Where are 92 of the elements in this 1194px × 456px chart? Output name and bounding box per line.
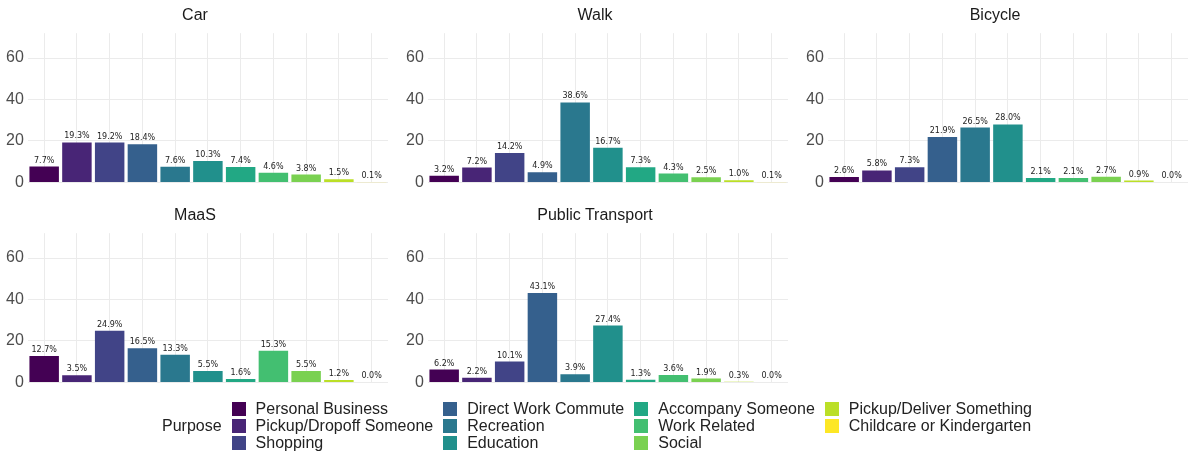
y-tick-label: 0 [814, 172, 824, 190]
chart-title: Car [182, 6, 209, 24]
data-label: 2.7% [1095, 165, 1117, 175]
y-tick-label: 40 [406, 289, 424, 307]
y-tick-label: 40 [806, 89, 824, 107]
data-label: 0.0% [1161, 171, 1183, 181]
legend-label: Childcare or Kindergarten [848, 417, 1032, 435]
data-label: 1.5% [328, 168, 350, 178]
chart-title: Bicycle [969, 6, 1021, 24]
y-tick-label: 40 [406, 89, 424, 107]
data-label: 0.3% [728, 370, 750, 380]
chart-title: MaaS [174, 206, 216, 224]
data-label: 19.2% [96, 131, 123, 141]
legend-label: Recreation [467, 417, 545, 435]
y-tick-label: 20 [6, 131, 24, 149]
data-label: 7.2% [466, 156, 488, 166]
data-label: 2.6% [834, 166, 855, 176]
legend-label: Social [658, 434, 702, 452]
data-label: 15.3% [260, 339, 287, 349]
data-label: 7.3% [899, 156, 921, 166]
y-tick-label: 60 [6, 248, 24, 266]
data-label: 0.1% [761, 171, 783, 181]
data-label: 5.5% [295, 360, 317, 370]
legend-label: Pickup/Dropoff Someone [255, 417, 434, 435]
data-label: 0.1% [361, 171, 383, 181]
data-label: 0.0% [361, 371, 383, 381]
data-label: 7.7% [34, 155, 55, 165]
data-label: 16.5% [129, 337, 156, 347]
data-label: 2.1% [1063, 167, 1084, 177]
y-tick-label: 20 [406, 131, 424, 149]
y-tick-label: 40 [6, 289, 24, 307]
data-label: 13.3% [162, 343, 189, 353]
y-tick-label: 20 [806, 131, 824, 149]
data-label: 43.1% [529, 282, 556, 292]
data-label: 28.0% [995, 113, 1021, 123]
y-tick-label: 20 [6, 331, 24, 349]
data-label: 4.9% [532, 161, 553, 171]
y-tick-label: 20 [406, 331, 424, 349]
data-label: 21.9% [929, 126, 956, 136]
legend-title: Purpose [162, 417, 222, 435]
y-tick-label: 0 [14, 172, 24, 190]
chart-title: Public Transport [537, 206, 654, 224]
data-label: 1.2% [328, 368, 350, 378]
data-label: 14.2% [496, 142, 523, 152]
data-label: 3.2% [434, 164, 455, 174]
data-label: 4.6% [263, 161, 284, 171]
legend-label: Direct Work Commute [467, 400, 625, 418]
legend-label: Accompany Someone [658, 400, 815, 418]
data-label: 1.6% [230, 368, 252, 378]
legend-label: Shopping [255, 434, 324, 452]
data-label: 3.8% [295, 163, 317, 173]
data-label: 1.0% [728, 169, 750, 179]
data-label: 3.5% [66, 364, 88, 374]
data-label: 19.3% [64, 131, 91, 141]
legend-label: Education [467, 434, 539, 452]
legend-label: Pickup/Deliver Something [848, 400, 1032, 418]
y-tick-label: 60 [6, 48, 24, 66]
data-label: 26.5% [962, 116, 989, 126]
data-label: 3.6% [663, 364, 684, 374]
data-label: 5.5% [197, 360, 219, 370]
data-label: 10.3% [195, 150, 221, 160]
data-label: 7.6% [164, 155, 186, 165]
data-label: 24.9% [96, 319, 123, 329]
data-label: 12.7% [31, 345, 58, 355]
legend-label: Personal Business [255, 400, 389, 418]
y-tick-label: 0 [414, 172, 424, 190]
y-tick-label: 60 [406, 248, 424, 266]
data-label: 7.3% [630, 156, 652, 166]
data-label: 2.1% [1030, 167, 1052, 177]
data-label: 38.6% [562, 91, 589, 101]
y-tick-label: 0 [14, 372, 24, 390]
y-tick-label: 60 [406, 48, 424, 66]
data-label: 1.9% [695, 367, 717, 377]
data-label: 2.5% [695, 166, 717, 176]
data-label: 2.2% [466, 366, 488, 376]
y-tick-label: 40 [6, 89, 24, 107]
data-label: 27.4% [595, 314, 621, 324]
y-tick-label: 60 [806, 48, 824, 66]
data-label: 0.0% [761, 371, 783, 381]
data-label: 16.7% [595, 136, 621, 146]
data-label: 0.9% [1128, 169, 1150, 179]
chart-title: Walk [577, 6, 614, 24]
data-label: 10.1% [496, 350, 523, 360]
y-tick-label: 0 [414, 372, 424, 390]
data-label: 18.4% [129, 133, 156, 143]
data-label: 6.2% [434, 358, 455, 368]
data-label: 7.4% [230, 156, 252, 166]
legend-label: Work Related [658, 417, 755, 435]
data-label: 4.3% [663, 162, 684, 172]
data-label: 1.3% [630, 368, 652, 378]
data-label: 5.8% [866, 159, 888, 169]
data-label: 3.9% [564, 363, 586, 373]
